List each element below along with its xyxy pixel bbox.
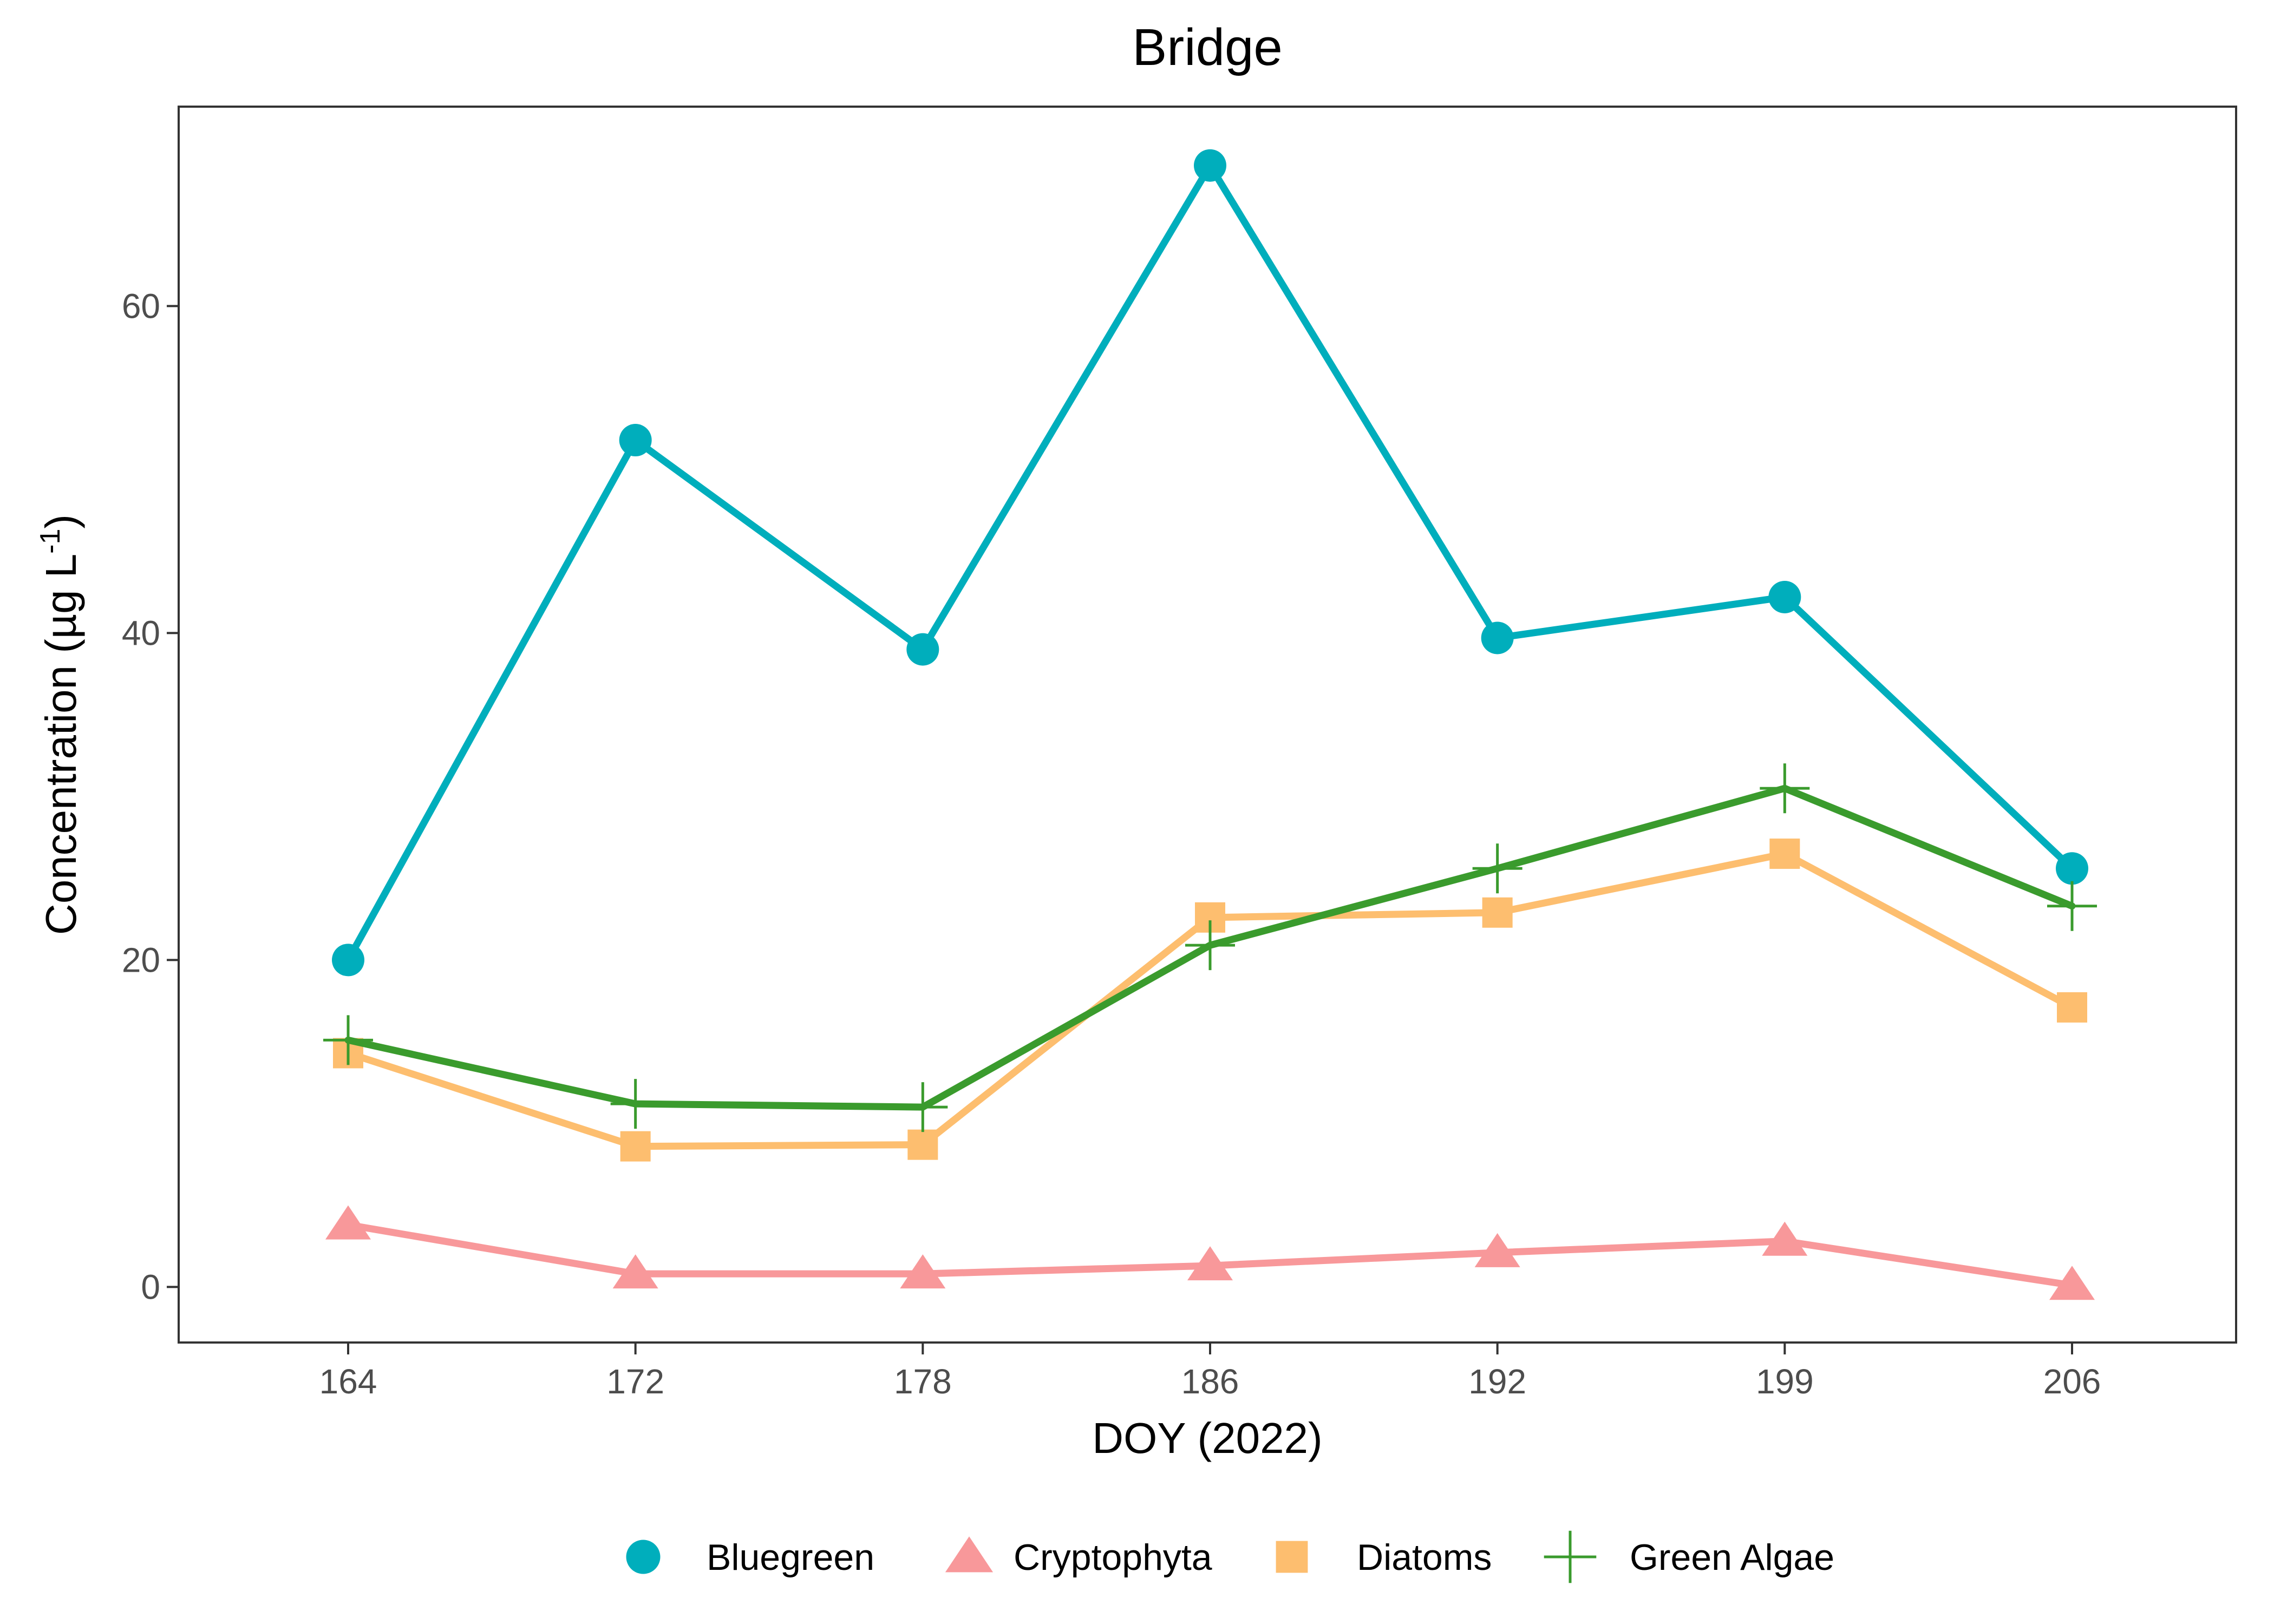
x-tick-label: 172: [606, 1362, 664, 1401]
legend-label: Bluegreen: [707, 1537, 874, 1578]
y-axis-title: Concentration (µg L-1): [35, 514, 85, 935]
y-axis-title-main: Concentration (µg L: [37, 554, 85, 935]
diatoms-line: [344, 850, 2076, 1150]
diatoms-point: [2057, 992, 2087, 1023]
bluegreen-point: [1768, 580, 1801, 613]
cryptophyta-point: [325, 1205, 371, 1240]
green-algae-point: [1472, 843, 1522, 894]
diatoms-point: [620, 1131, 651, 1162]
bluegreen-point: [1481, 621, 1514, 654]
series-diatoms: [333, 839, 2087, 1162]
diatoms-point: [1769, 839, 1800, 869]
green-algae-point: [1760, 763, 1810, 814]
x-axis: 164 172 178 186 192 199 206: [319, 1343, 2101, 1401]
legend-item-bluegreen: Bluegreen: [626, 1537, 874, 1578]
y-tick-label: 20: [122, 940, 160, 979]
cryptophyta-point: [900, 1254, 946, 1289]
green-algae-point: [898, 1082, 948, 1132]
legend-item-diatoms: Diatoms: [1276, 1537, 1492, 1578]
y-axis-title-superscript: -1: [35, 529, 66, 554]
legend-label: Cryptophyta: [1014, 1537, 1212, 1578]
y-axis: 0 20 40 60: [122, 286, 179, 1306]
bluegreen-point: [906, 633, 939, 666]
x-tick-label: 199: [1756, 1362, 1814, 1401]
diatoms-point: [907, 1129, 938, 1160]
y-tick-label: 40: [122, 613, 160, 652]
green-algae-point: [1185, 920, 1235, 971]
legend-label: Green Algae: [1630, 1537, 1834, 1578]
cryptophyta-point: [1474, 1233, 1520, 1267]
series-layer: [323, 149, 2097, 1300]
bluegreen-line: [344, 162, 2076, 964]
y-tick-label: 60: [122, 286, 160, 325]
legend-key-bluegreen: [626, 1540, 661, 1574]
chart-title: Bridge: [1132, 18, 1283, 76]
green-algae-point: [2047, 881, 2097, 931]
cryptophyta-point: [2049, 1266, 2095, 1300]
plot-panel: [178, 106, 2237, 1344]
cryptophyta-point: [1187, 1246, 1233, 1281]
cryptophyta-point: [612, 1254, 658, 1289]
green-algae-point: [323, 1015, 373, 1065]
series-green-algae: [323, 763, 2097, 1132]
x-tick-label: 178: [894, 1362, 952, 1401]
cryptophyta-point: [1762, 1221, 1808, 1256]
legend-key-diatoms: [1276, 1541, 1308, 1573]
diatoms-point: [1482, 897, 1513, 928]
x-tick-label: 192: [1468, 1362, 1526, 1401]
series-bluegreen: [332, 149, 2088, 977]
bluegreen-point: [332, 944, 364, 977]
series-cryptophyta: [325, 1205, 2095, 1300]
y-tick-label: 0: [141, 1267, 160, 1306]
legend-label: Diatoms: [1357, 1537, 1492, 1578]
x-tick-label: 206: [2043, 1362, 2101, 1401]
legend-item-green-algae: Green Algae: [1544, 1530, 1834, 1583]
legend-key-cryptophyta: [945, 1536, 994, 1573]
legend-item-cryptophyta: Cryptophyta: [945, 1536, 1212, 1578]
legend-key-green-algae: [1544, 1530, 1597, 1583]
x-tick-label: 186: [1181, 1362, 1239, 1401]
x-tick-label: 164: [319, 1362, 377, 1401]
y-axis-title-close: ): [37, 514, 85, 529]
bluegreen-point: [619, 424, 652, 457]
green-algae-point: [610, 1079, 661, 1129]
x-axis-title: DOY (2022): [1092, 1414, 1322, 1462]
legend: Bluegreen Cryptophyta Diatoms Green Algae: [626, 1530, 1834, 1583]
bluegreen-point: [2056, 852, 2088, 885]
bluegreen-point: [1194, 149, 1226, 182]
